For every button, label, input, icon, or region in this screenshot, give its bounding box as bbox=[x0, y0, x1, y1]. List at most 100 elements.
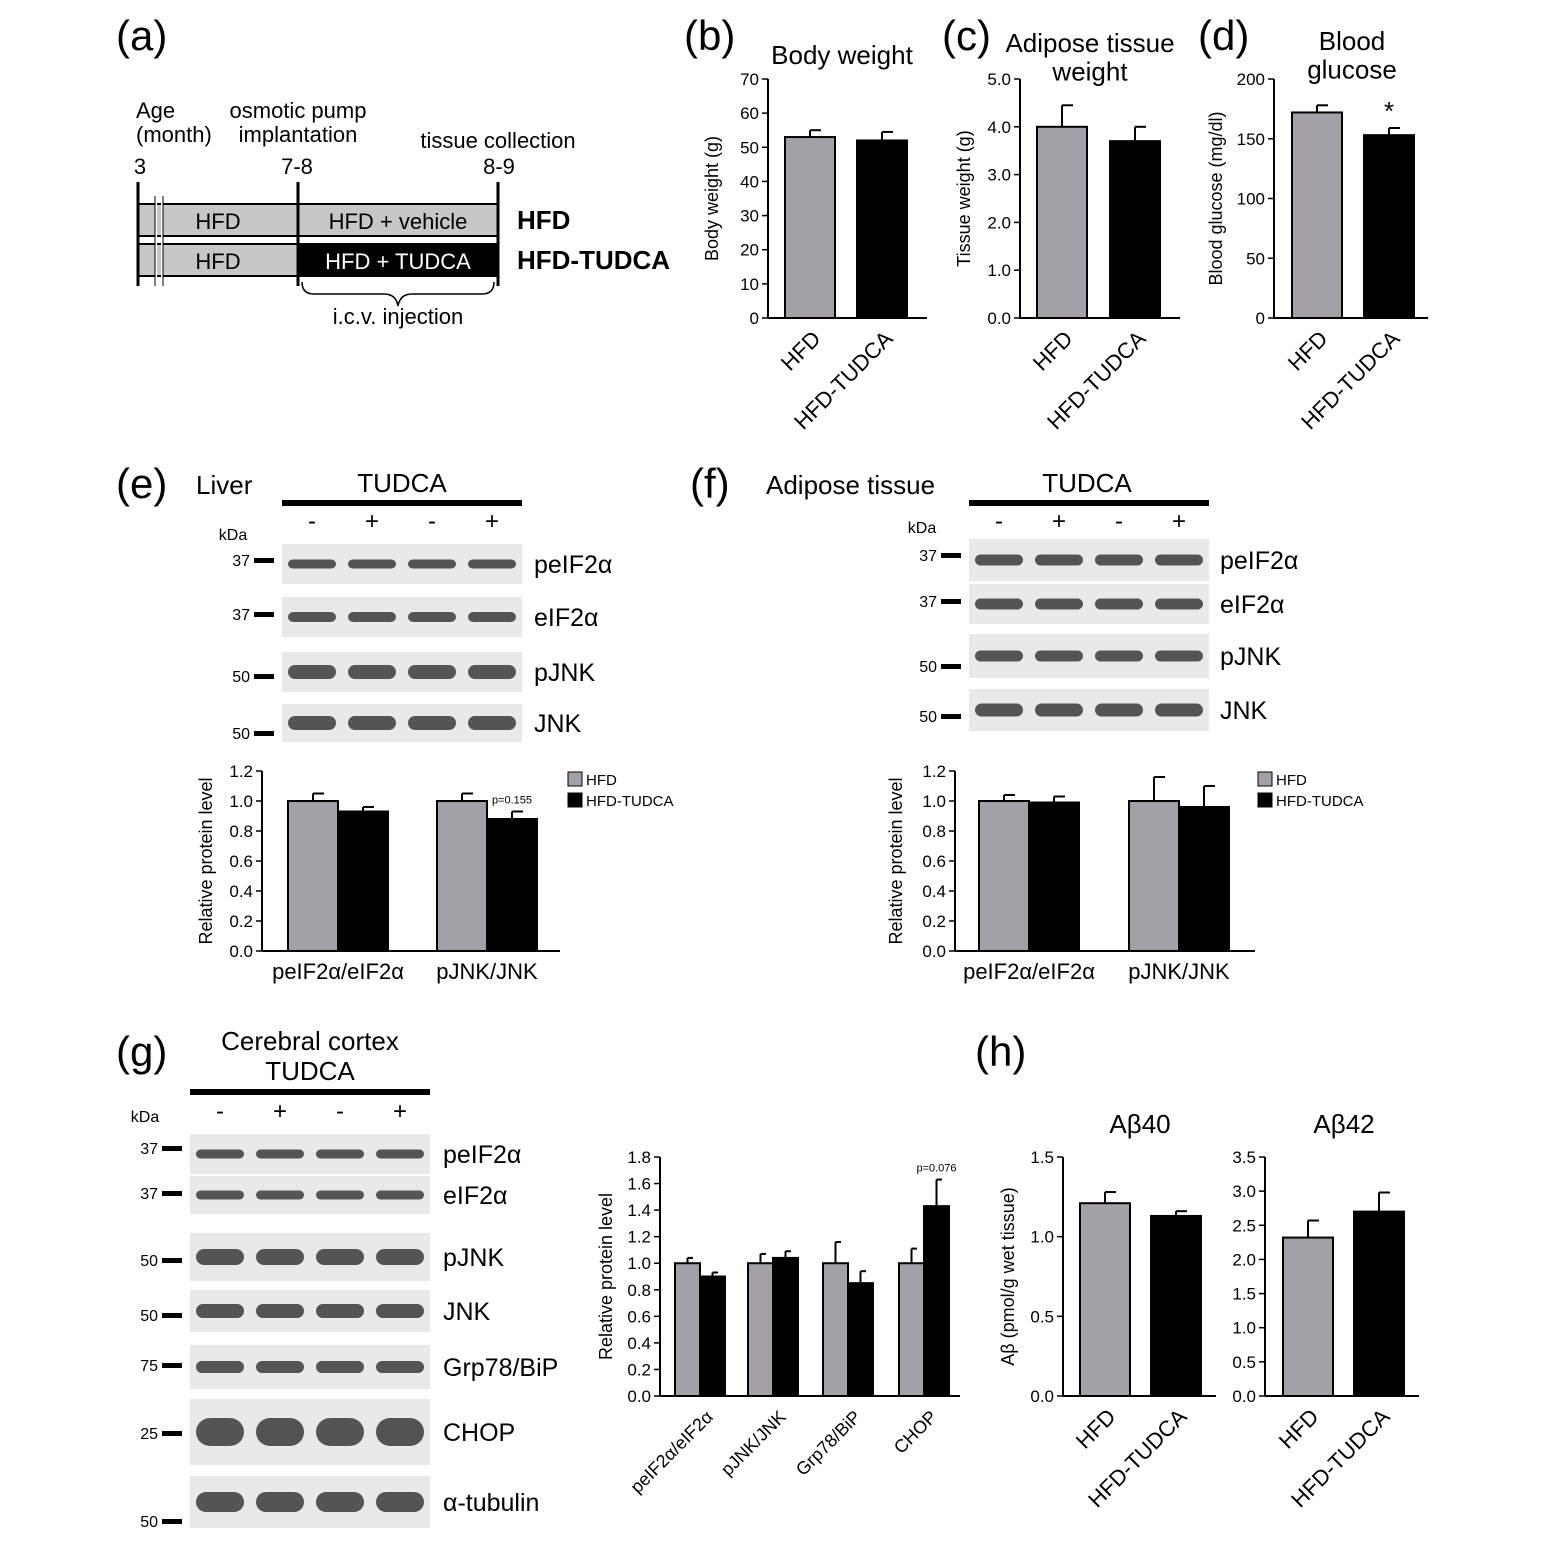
y-tick-label: 30 bbox=[740, 207, 759, 226]
y-tick-label: 3.0 bbox=[1232, 1182, 1256, 1201]
row2-hfd-text: HFD bbox=[195, 249, 240, 274]
panel-label: (g) bbox=[116, 1028, 167, 1075]
protein-band bbox=[376, 1304, 424, 1318]
y-tick-label: 0.8 bbox=[627, 1281, 651, 1300]
y-tick-label: 200 bbox=[1237, 70, 1265, 89]
protein-band bbox=[288, 559, 336, 569]
bar-hfd bbox=[784, 136, 836, 319]
y-tick-label: 3.0 bbox=[987, 166, 1011, 185]
x-category-label: pJNK/JNK bbox=[717, 1407, 790, 1480]
y-tick-label: 70 bbox=[740, 70, 759, 89]
bar-hfd bbox=[674, 1262, 701, 1397]
tissue-label: Cerebral cortex bbox=[221, 1026, 399, 1056]
y-tick-label: 1.0 bbox=[229, 792, 253, 811]
marker-size: 37 bbox=[140, 1141, 158, 1158]
marker-tick bbox=[941, 664, 961, 669]
y-tick-label: 4.0 bbox=[987, 118, 1011, 137]
bar-hfd bbox=[898, 1262, 925, 1397]
group-hfd-tudca-label: HFD-TUDCA bbox=[517, 245, 670, 275]
y-tick-label: 1.0 bbox=[922, 792, 946, 811]
treatment-bar bbox=[969, 500, 1209, 506]
kda-label: kDa bbox=[219, 527, 248, 544]
marker-tick bbox=[162, 1431, 182, 1436]
bar-hfd-tudca bbox=[1028, 801, 1080, 952]
marker-size: 50 bbox=[232, 726, 250, 743]
protein-label: JNK bbox=[443, 1298, 491, 1326]
protein-band bbox=[376, 1418, 424, 1446]
protein-band bbox=[468, 665, 516, 679]
y-tick-label: 0.4 bbox=[922, 882, 946, 901]
tissue-label: Adipose tissue bbox=[766, 470, 935, 500]
bar-hfd-tudca bbox=[1353, 1210, 1405, 1397]
y-tick-label: 2.0 bbox=[987, 213, 1011, 232]
y-tick-label: 20 bbox=[740, 241, 759, 260]
marker-size: 50 bbox=[919, 659, 937, 676]
protein-label: eIF2α bbox=[1220, 591, 1284, 619]
chart-g: 0.0 0.2 0.4 0.6 0.8 1.0 1.2 1.4 1.6 1.8 Relative p… bbox=[596, 1148, 960, 1497]
protein-band bbox=[468, 559, 516, 569]
protein-band bbox=[316, 1361, 364, 1373]
marker-tick bbox=[162, 1519, 182, 1524]
x-category-label: HFD bbox=[1283, 326, 1333, 376]
marker-tick bbox=[162, 1258, 182, 1263]
marker-size: 37 bbox=[919, 548, 937, 565]
tissue-label: Liver bbox=[196, 470, 253, 500]
x-category-label: pJNK/JNK bbox=[1128, 959, 1230, 984]
protein-label: α-tubulin bbox=[443, 1489, 539, 1517]
blot-(f): (f) Adipose tissue TUDCA - + - + kDa peIF2α 37 eIF… bbox=[690, 460, 1298, 731]
protein-label: pJNK bbox=[443, 1244, 504, 1272]
protein-band bbox=[975, 703, 1023, 717]
bar-hfd-tudca bbox=[699, 1275, 726, 1397]
y-tick-label: 50 bbox=[740, 138, 759, 157]
y-tick-label: 0.8 bbox=[229, 822, 253, 841]
y-axis-label: Relative protein level bbox=[886, 777, 906, 944]
time-7-8: 7-8 bbox=[281, 154, 313, 179]
chart-e: 0.0 0.2 0.4 0.6 0.8 1.0 1.2 Relative protein le… bbox=[196, 762, 674, 984]
protein-band bbox=[1155, 703, 1203, 717]
marker-tick bbox=[162, 1146, 182, 1151]
protein-band bbox=[256, 1149, 304, 1159]
protein-band bbox=[468, 716, 516, 730]
marker-tick bbox=[254, 558, 274, 563]
significance-star: * bbox=[1384, 96, 1394, 126]
marker-size: 50 bbox=[232, 669, 250, 686]
treatment-bar bbox=[190, 1089, 430, 1095]
bar-hfd-tudca bbox=[1178, 806, 1230, 952]
y-tick-label: 0.0 bbox=[1030, 1387, 1054, 1406]
protein-label: peIF2α bbox=[443, 1141, 521, 1169]
marker-size: 37 bbox=[140, 1186, 158, 1203]
y-axis-label: Tissue weight (g) bbox=[954, 130, 974, 266]
x-category-label: peIF2α/eIF2α bbox=[272, 959, 404, 984]
protein-label: eIF2α bbox=[534, 604, 598, 632]
y-tick-label: 1.5 bbox=[1232, 1285, 1256, 1304]
treatment-label: TUDCA bbox=[265, 1056, 355, 1086]
bar-hfd bbox=[1079, 1202, 1131, 1397]
y-tick-label: 0.4 bbox=[627, 1334, 651, 1353]
legend-swatch bbox=[1257, 792, 1273, 808]
protein-band bbox=[376, 1190, 424, 1200]
protein-band bbox=[196, 1418, 244, 1446]
lane-sign: - bbox=[995, 508, 1003, 535]
lane-sign: - bbox=[216, 1098, 224, 1125]
x-category-label: HFD bbox=[1071, 1404, 1121, 1454]
y-axis-label: Aβ (pmol/g wet tissue) bbox=[998, 1187, 1018, 1365]
p-value-annotation: p=0.155 bbox=[492, 795, 532, 807]
treatment-label: TUDCA bbox=[1042, 468, 1132, 498]
panel-a-timeline: (a) Age (month) osmotic pump implantation tis… bbox=[116, 12, 670, 329]
bar-hfd bbox=[1036, 125, 1088, 319]
bar-hfd bbox=[747, 1262, 774, 1397]
y-axis-label: Body weight (g) bbox=[702, 136, 722, 261]
row1-vehicle-text: HFD + vehicle bbox=[329, 209, 468, 234]
bar-hfd bbox=[1282, 1236, 1334, 1397]
y-tick-label: 1.6 bbox=[627, 1175, 651, 1194]
panel-label: (c) bbox=[942, 12, 991, 59]
protein-band bbox=[376, 1492, 424, 1512]
y-tick-label: 1.4 bbox=[627, 1201, 651, 1220]
y-tick-label: 0 bbox=[1256, 309, 1265, 328]
bar-hfd-tudca bbox=[923, 1205, 950, 1398]
protein-band bbox=[256, 1249, 304, 1265]
